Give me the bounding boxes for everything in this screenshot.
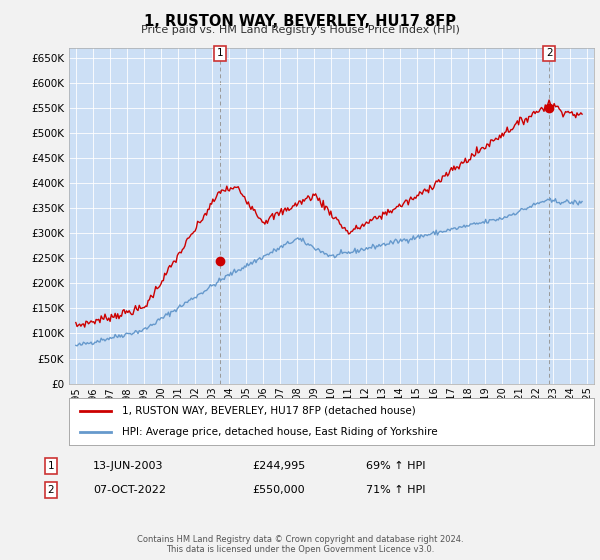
Text: 1: 1 bbox=[47, 461, 55, 471]
Text: 71% ↑ HPI: 71% ↑ HPI bbox=[366, 485, 425, 495]
Text: £550,000: £550,000 bbox=[252, 485, 305, 495]
Text: £244,995: £244,995 bbox=[252, 461, 305, 471]
Text: 07-OCT-2022: 07-OCT-2022 bbox=[93, 485, 166, 495]
Text: 69% ↑ HPI: 69% ↑ HPI bbox=[366, 461, 425, 471]
Text: 1, RUSTON WAY, BEVERLEY, HU17 8FP: 1, RUSTON WAY, BEVERLEY, HU17 8FP bbox=[144, 14, 456, 29]
Text: HPI: Average price, detached house, East Riding of Yorkshire: HPI: Average price, detached house, East… bbox=[121, 427, 437, 437]
Text: 13-JUN-2003: 13-JUN-2003 bbox=[93, 461, 163, 471]
Text: 1: 1 bbox=[217, 48, 223, 58]
Text: Contains HM Land Registry data © Crown copyright and database right 2024.
This d: Contains HM Land Registry data © Crown c… bbox=[137, 535, 463, 554]
Text: 2: 2 bbox=[47, 485, 55, 495]
Text: 1, RUSTON WAY, BEVERLEY, HU17 8FP (detached house): 1, RUSTON WAY, BEVERLEY, HU17 8FP (detac… bbox=[121, 406, 415, 416]
Text: 2: 2 bbox=[546, 48, 553, 58]
Text: Price paid vs. HM Land Registry's House Price Index (HPI): Price paid vs. HM Land Registry's House … bbox=[140, 25, 460, 35]
